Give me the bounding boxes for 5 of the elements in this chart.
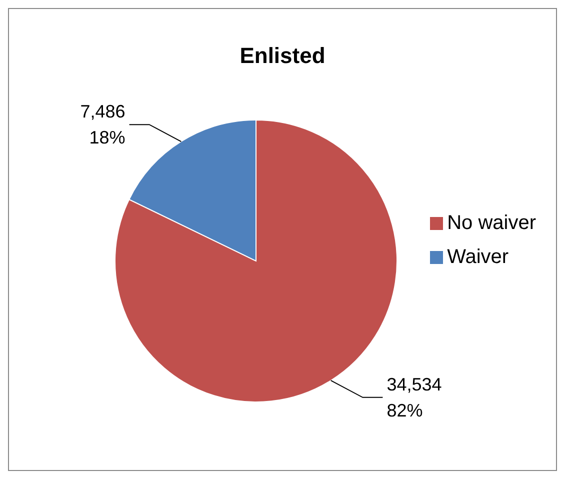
legend-label: Waiver (447, 246, 509, 268)
chart-title: Enlisted (238, 43, 326, 69)
data-label: 7,486 18% (80, 102, 126, 148)
data-label: 34,534 82% (386, 374, 442, 420)
legend-label: No waiver (447, 212, 536, 234)
